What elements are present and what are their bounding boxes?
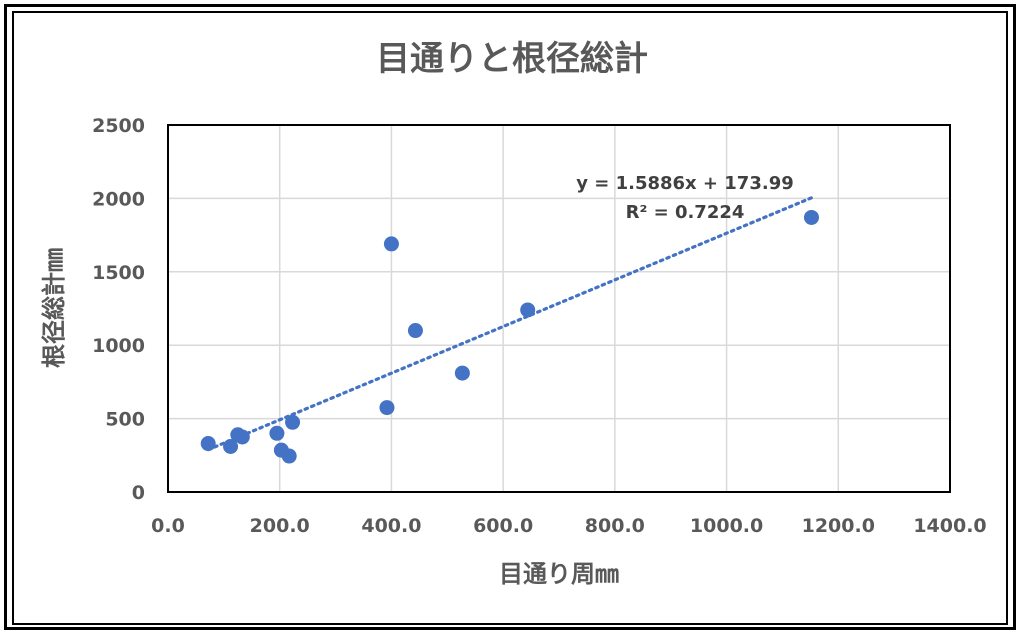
data-point <box>454 365 470 381</box>
y-tick-label: 1000 <box>92 335 145 357</box>
data-point <box>234 429 250 445</box>
data-point <box>285 414 301 430</box>
gridlines <box>168 125 950 492</box>
data-point <box>200 436 216 452</box>
x-tick-label: 1000.0 <box>690 515 763 537</box>
y-axis-title: 根径総計㎜ <box>40 248 68 368</box>
y-tick-label: 2500 <box>92 115 145 137</box>
data-point <box>520 302 536 318</box>
x-tick-label: 1200.0 <box>802 515 875 537</box>
x-tick-label: 400.0 <box>361 515 421 537</box>
y-tick-label: 0 <box>132 482 145 504</box>
plot-area-border <box>167 124 951 493</box>
x-tick-label: 200.0 <box>250 515 310 537</box>
data-point <box>379 400 395 416</box>
y-tick-label: 1500 <box>92 262 145 284</box>
data-point <box>407 323 423 339</box>
y-tick-label: 500 <box>105 409 145 431</box>
x-tick-label: 600.0 <box>473 515 533 537</box>
chart-title: 目通りと根径総計 <box>376 39 648 79</box>
data-point <box>383 236 399 252</box>
y-axis-ticks: 0 500 1000 1500 2000 2500 <box>92 115 145 504</box>
data-point <box>803 209 819 225</box>
x-tick-label: 0.0 <box>151 515 185 537</box>
data-point <box>269 425 285 441</box>
trendline-r2: R² = 0.7224 <box>626 202 745 223</box>
inner-border <box>12 11 1008 625</box>
trendline-equation: y = 1.5886x + 173.99 <box>576 173 794 194</box>
y-tick-label: 2000 <box>92 188 145 210</box>
trendline <box>206 196 814 452</box>
data-points <box>200 209 819 464</box>
x-axis-title: 目通り周㎜ <box>499 560 619 588</box>
data-point <box>281 448 297 464</box>
outer-border <box>4 4 1016 630</box>
x-tick-label: 1400.0 <box>913 515 986 537</box>
x-tick-label: 800.0 <box>585 515 645 537</box>
data-point <box>223 438 239 454</box>
x-axis-ticks: 0.0 200.0 400.0 600.0 800.0 1000.0 1200.0 1400.… <box>151 515 987 537</box>
